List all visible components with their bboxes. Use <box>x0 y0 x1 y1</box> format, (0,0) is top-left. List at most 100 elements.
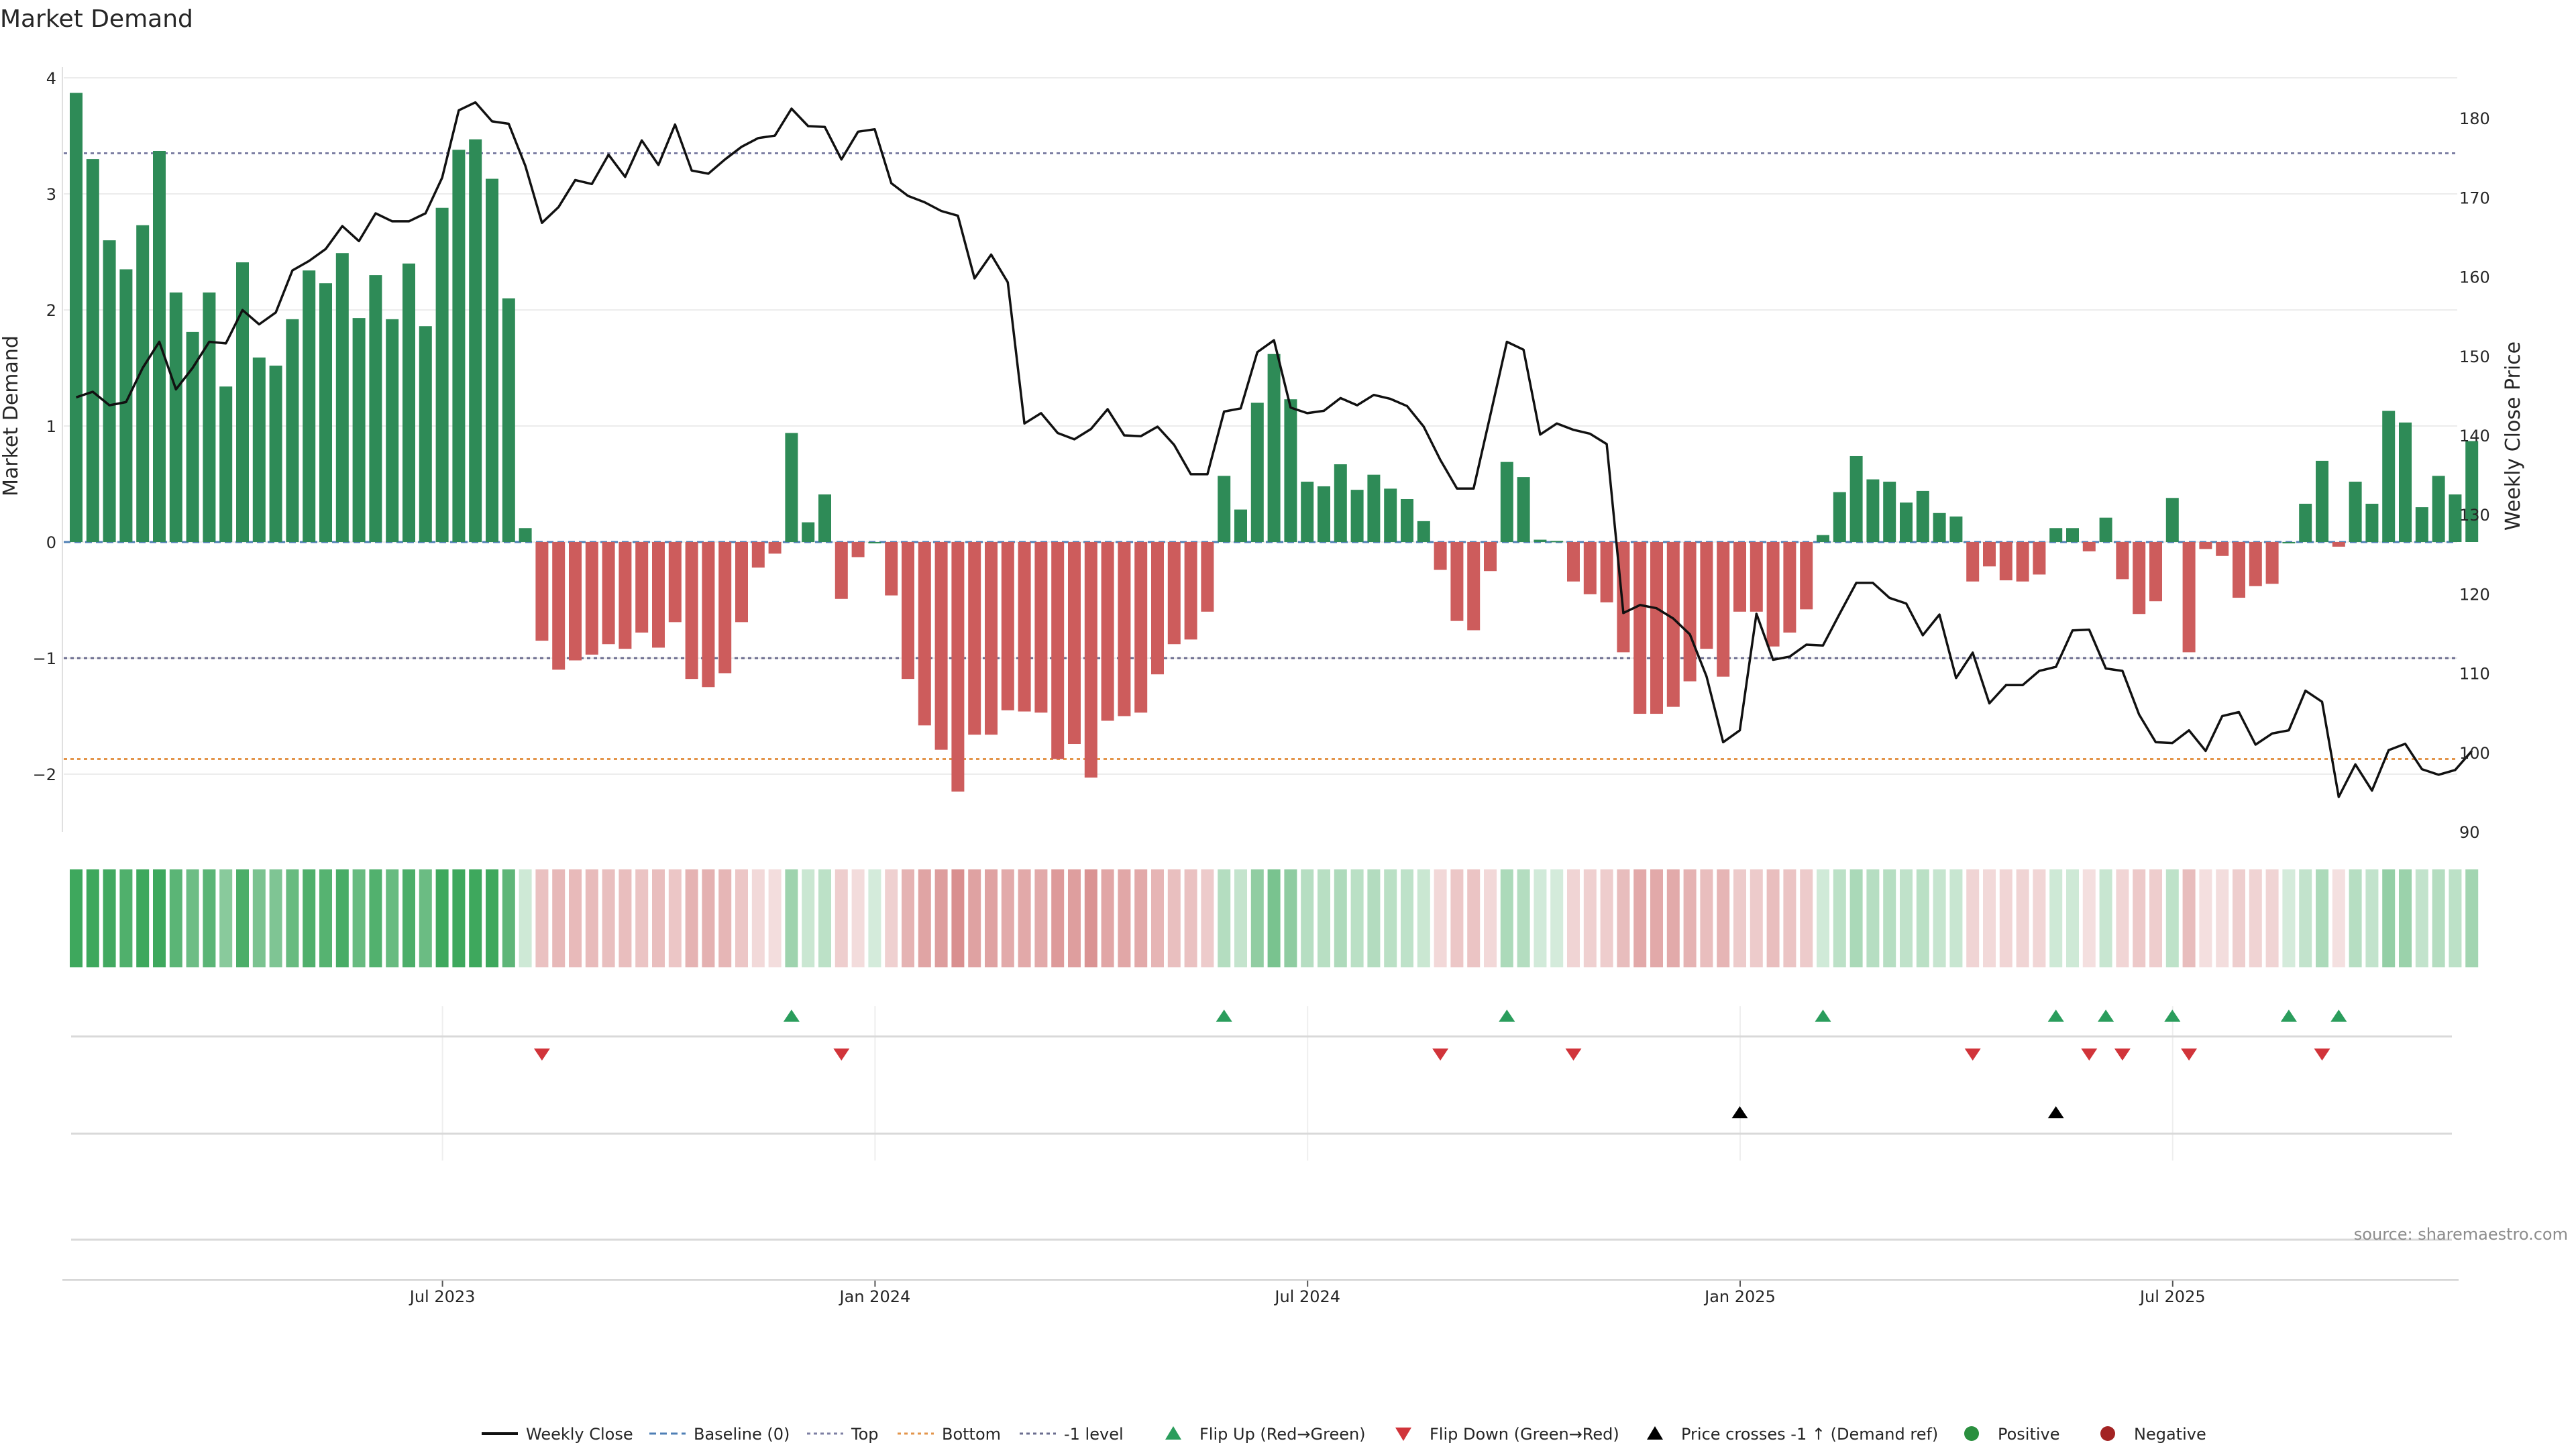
demand-bar <box>602 542 615 645</box>
heat-cell <box>1766 869 1780 967</box>
demand-bar <box>352 318 366 542</box>
heat-cell <box>386 869 399 967</box>
heat-cell <box>2049 869 2063 967</box>
heat-cell <box>1583 869 1597 967</box>
heat-cell <box>2316 869 2328 967</box>
heat-cell <box>2432 869 2445 967</box>
y-left-tick-label: 0 <box>46 533 56 552</box>
heat-cell <box>1500 869 1513 967</box>
heat-cell <box>535 869 549 967</box>
flip-up-marker <box>2280 1010 2297 1022</box>
legend-swatch-triangle-up <box>1647 1426 1663 1440</box>
demand-bar <box>1916 490 1929 542</box>
heat-cell <box>1167 869 1181 967</box>
x-tick-label: Jan 2025 <box>1703 1287 1776 1306</box>
heat-cell <box>1633 869 1647 967</box>
heat-cell <box>519 869 532 967</box>
demand-bar <box>2133 542 2146 614</box>
price-cross-marker <box>1731 1106 1748 1118</box>
demand-bar <box>1683 542 1697 682</box>
heat-cell <box>1983 869 1996 967</box>
heat-cell <box>2399 869 2412 967</box>
demand-bar <box>2465 441 2479 542</box>
heat-cell <box>885 869 898 967</box>
demand-bar <box>1084 542 1097 778</box>
demand-bar <box>569 542 582 661</box>
demand-bar <box>1666 542 1680 707</box>
demand-bar <box>1467 542 1481 631</box>
heat-cell <box>1134 869 1148 967</box>
demand-bar <box>2033 542 2046 575</box>
flip-down-marker <box>2114 1049 2131 1061</box>
demand-bar <box>2016 542 2029 582</box>
heat-cell <box>951 869 965 967</box>
demand-bar <box>2382 411 2396 542</box>
heat-cell <box>319 869 332 967</box>
demand-bar <box>2449 494 2462 542</box>
heat-cell <box>1534 869 1547 967</box>
heat-cell <box>1101 869 1114 967</box>
y-axis-left-label: Market Demand <box>0 335 23 496</box>
heat-cell <box>252 869 266 967</box>
demand-bar <box>1650 542 1663 714</box>
heat-cell <box>70 869 83 967</box>
demand-bar <box>1250 402 1264 542</box>
chart-title: Market Demand <box>0 5 193 33</box>
heat-cell <box>2066 869 2079 967</box>
heat-cell <box>136 869 150 967</box>
demand-bar <box>1101 542 1114 721</box>
legend-label: Flip Down (Green→Red) <box>1430 1425 1619 1444</box>
weekly-close-line-layer <box>75 101 2473 798</box>
heat-cell <box>1350 869 1364 967</box>
demand-bar <box>452 150 466 542</box>
heat-cell <box>1267 869 1281 967</box>
heat-cell <box>718 869 732 967</box>
demand-bar <box>851 542 865 557</box>
flip-down-marker <box>833 1049 850 1061</box>
demand-bar <box>519 528 532 542</box>
demand-bar <box>1267 354 1281 542</box>
heat-cell <box>1916 869 1929 967</box>
price-cross-marker <box>2047 1106 2064 1118</box>
demand-bar <box>386 319 399 542</box>
demand-bar <box>1350 490 1364 542</box>
heat-cell <box>2449 869 2462 967</box>
flip-up-marker <box>783 1010 800 1022</box>
demand-bar <box>1633 542 1647 714</box>
heat-cell <box>1550 869 1564 967</box>
demand-bar <box>685 542 698 680</box>
demand-bar <box>585 542 598 655</box>
x-tick-label: Jul 2024 <box>1273 1287 1340 1306</box>
heat-cell <box>1301 869 1314 967</box>
heat-cell <box>1666 869 1680 967</box>
heat-cell <box>635 869 649 967</box>
legend-label: Negative <box>2134 1425 2206 1444</box>
heat-cell <box>335 869 349 967</box>
legend-label: Flip Up (Red→Green) <box>1199 1425 1366 1444</box>
demand-bar <box>1750 542 1763 612</box>
flip-up-marker <box>2330 1010 2347 1022</box>
demand-bar <box>652 542 665 648</box>
demand-bar <box>1151 542 1164 675</box>
heat-cell <box>785 869 798 967</box>
heat-cell <box>86 869 99 967</box>
demand-bar <box>1783 542 1796 633</box>
demand-bar <box>785 433 798 542</box>
demand-bar <box>1367 474 1381 542</box>
demand-bar <box>718 542 732 674</box>
demand-bar <box>635 542 649 633</box>
heat-cell <box>619 869 632 967</box>
demand-bar <box>668 542 682 623</box>
heat-cell <box>2099 869 2112 967</box>
heat-cell <box>868 869 881 967</box>
demand-bar <box>835 542 848 599</box>
flip-down-marker <box>2081 1049 2098 1061</box>
demand-heat-strip <box>70 869 2479 967</box>
demand-bar <box>1717 542 1730 677</box>
heat-cell <box>2249 869 2262 967</box>
demand-bar <box>1966 542 1980 582</box>
demand-bar <box>136 225 150 542</box>
heat-cell <box>1683 869 1697 967</box>
flip-down-marker <box>2181 1049 2198 1061</box>
demand-bar <box>1766 542 1780 647</box>
